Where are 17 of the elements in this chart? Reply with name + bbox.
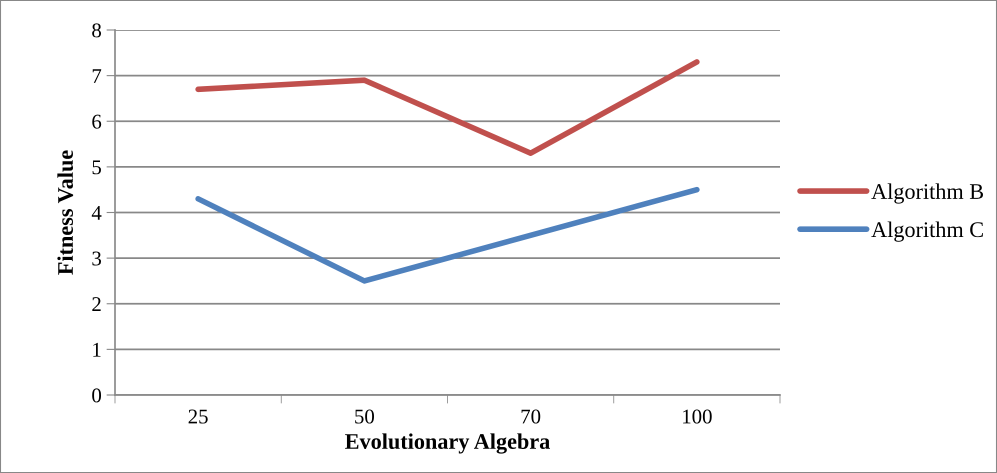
- x-tick-label: 100: [683, 409, 712, 424]
- y-tick-label: 4: [92, 206, 102, 220]
- y-tick-label: 1: [93, 342, 101, 357]
- y-tick-label: 5: [92, 160, 101, 174]
- y-tick-label: 3: [92, 252, 101, 266]
- x-tick-label: 50: [355, 409, 374, 424]
- y-tick-label: 0: [92, 388, 102, 402]
- x-axis-title: Evolutionary Algebra: [345, 433, 550, 454]
- y-tick-label: 8: [92, 23, 102, 38]
- y-tick-label: 7: [92, 69, 102, 83]
- x-tick-label: 70: [522, 409, 540, 424]
- y-tick-label: 2: [92, 297, 101, 311]
- y-tick-label: 6: [92, 114, 102, 129]
- legend-label: Algorithm B: [871, 183, 983, 204]
- x-tick-label: 25: [188, 410, 208, 424]
- legend-label: Algorithm C: [871, 222, 983, 242]
- y-axis-title: Fitness Value: [57, 150, 74, 275]
